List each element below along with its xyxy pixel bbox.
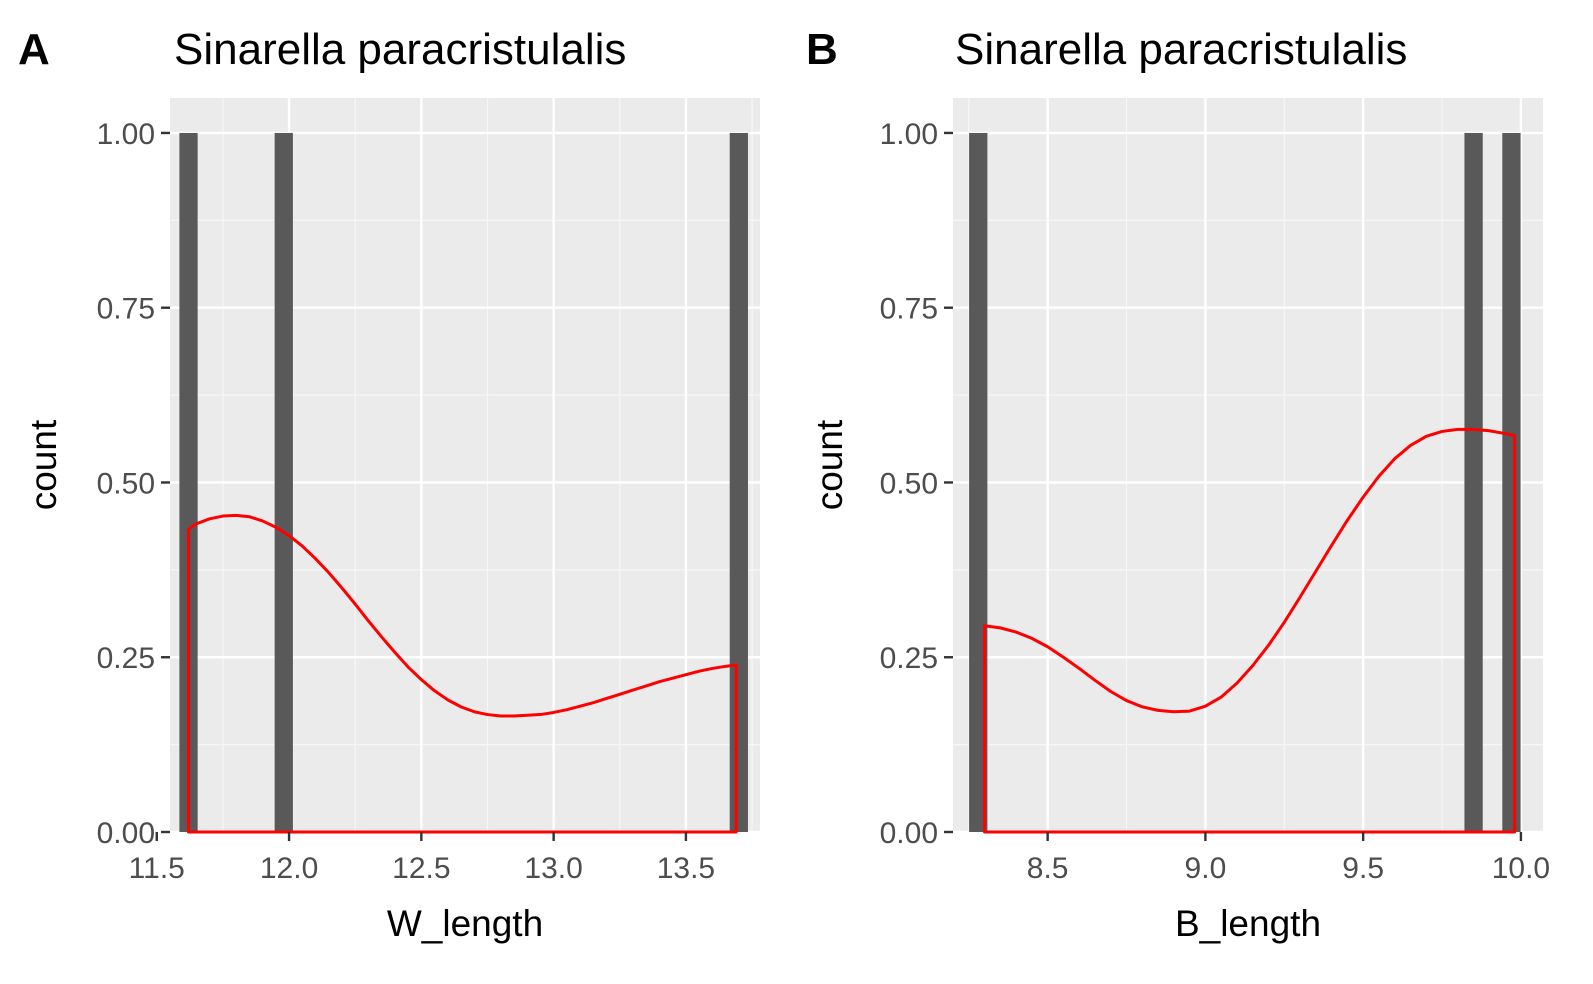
x-tick-label: 10.0 (1492, 852, 1550, 885)
y-tick-label: 0.50 (880, 467, 938, 500)
x-tick-label: 9.5 (1342, 852, 1384, 885)
x-tick-label: 13.0 (524, 852, 582, 885)
y-tick-label: 0.00 (880, 817, 938, 850)
y-tick-label: 0.50 (97, 467, 155, 500)
x-tick-label: 11.5 (129, 852, 185, 885)
x-tick-label: 12.0 (260, 852, 318, 885)
histogram-bar (1464, 132, 1483, 832)
x-tick-label: 12.5 (392, 852, 450, 885)
y-tick-label: 0.25 (97, 642, 155, 675)
panel-tag: A (18, 25, 50, 74)
histogram-bar (729, 132, 748, 832)
chart-title: Sinarella paracristulalis (955, 25, 1407, 74)
y-tick-label: 0.75 (880, 293, 938, 326)
chart-title: Sinarella paracristulalis (174, 25, 626, 74)
x-axis-label: W_length (387, 903, 543, 944)
plot-background (170, 98, 760, 832)
density-curve (187, 513, 738, 834)
y-tick-label: 1.00 (880, 118, 938, 151)
axes: 0.00 0.25 0.50 0.75 1.00 11.5 12.0 12.5 13.0 13.5 (97, 118, 716, 885)
density-curve (983, 427, 1517, 834)
x-axis-label: B_length (1175, 903, 1321, 944)
panel-b: B Sinarella paracristulalis 0.00 0.25 0.50… (806, 25, 1550, 944)
x-tick-label: 13.5 (657, 852, 715, 885)
axes: 0.00 0.25 0.50 0.75 1.00 8.5 9.0 9.5 10.0 (880, 118, 1551, 885)
histogram-bar (274, 132, 293, 832)
y-axis-label: count (809, 419, 850, 510)
y-tick-label: 0.75 (97, 293, 155, 326)
histogram-bar (969, 132, 988, 832)
density-line (983, 427, 1517, 834)
density-line (187, 513, 738, 834)
y-tick-label: 0.25 (880, 642, 938, 675)
histogram-bar (179, 132, 198, 832)
panel-tag: B (806, 25, 838, 74)
x-tick-label: 9.0 (1185, 852, 1227, 885)
y-tick-label: 1.00 (97, 118, 155, 151)
histogram-bars (969, 132, 1521, 832)
y-tick-label: 0.00 (97, 817, 155, 850)
y-axis-label: count (23, 419, 64, 510)
histogram-bars (179, 132, 748, 832)
histogram-bar (1502, 132, 1521, 832)
panel-a: A Sinarella paracristulalis 0.00 0.25 0.50… (18, 25, 760, 944)
x-tick-label: 8.5 (1027, 852, 1069, 885)
plot-background (953, 98, 1543, 832)
